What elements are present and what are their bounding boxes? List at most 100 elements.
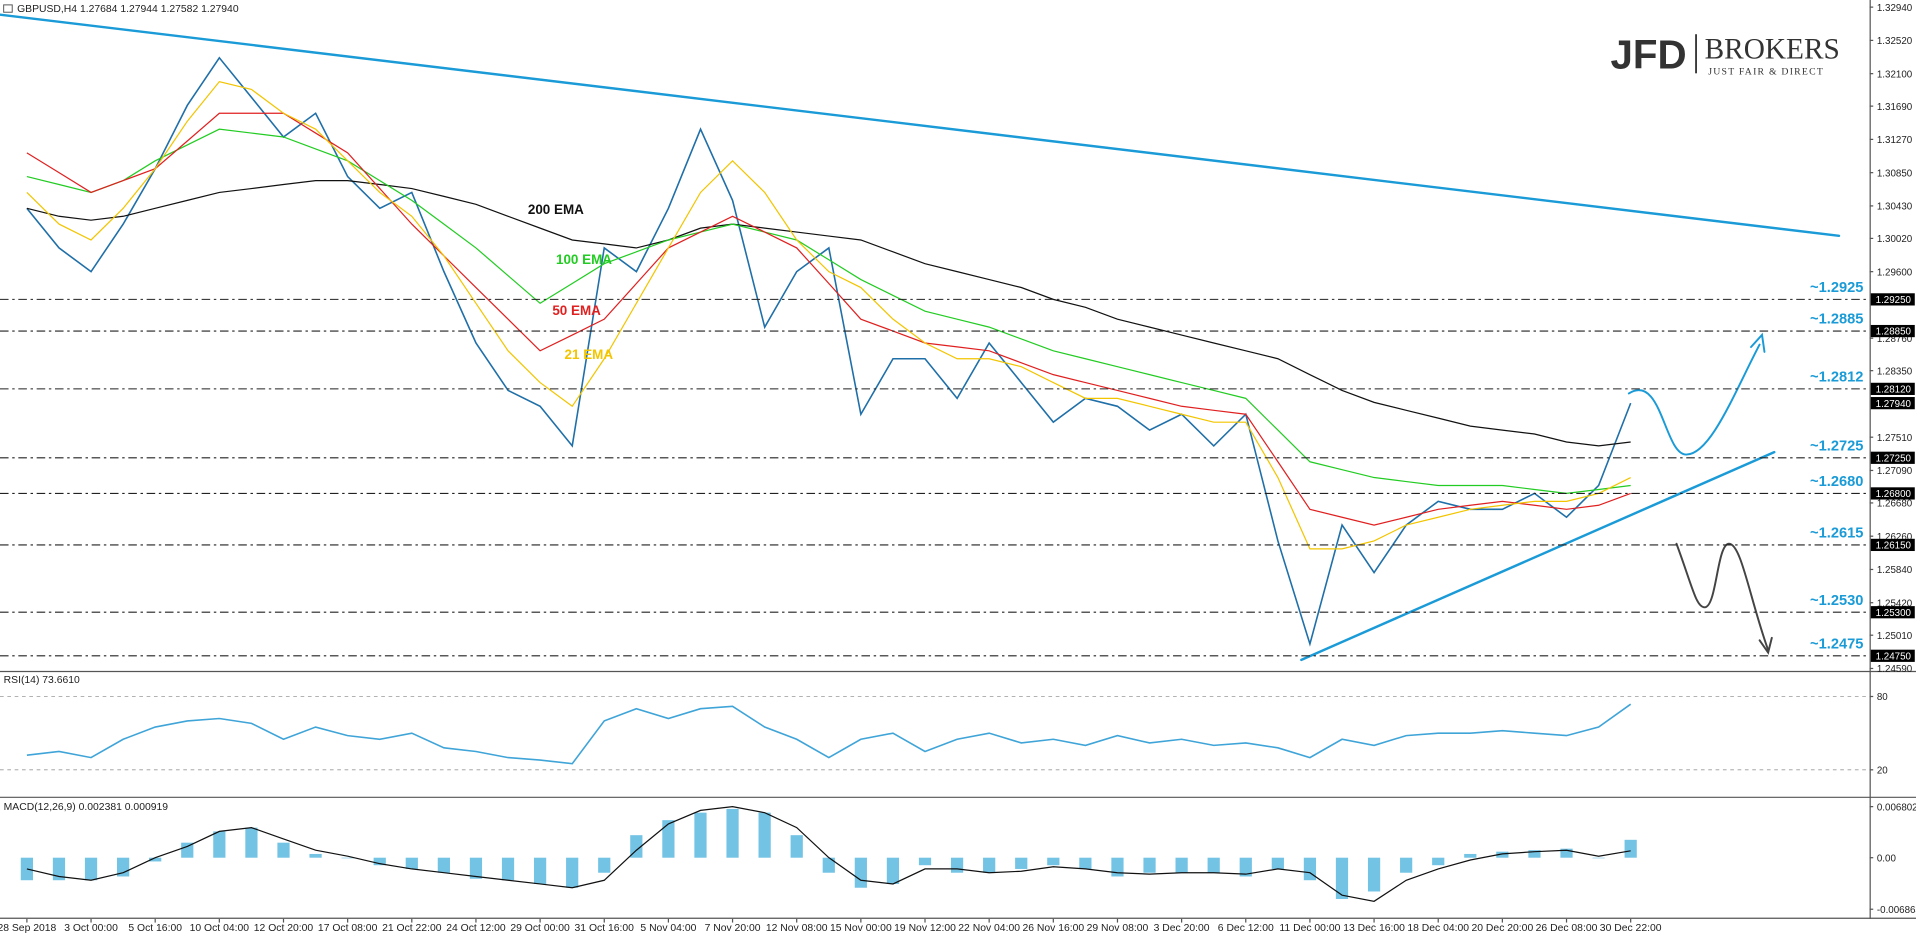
macd-bar	[501, 857, 515, 881]
macd-bar	[694, 812, 707, 858]
x-tick-label: 3 Oct 00:00	[64, 923, 118, 934]
last-price-label: 1.27940	[1876, 399, 1912, 410]
x-tick-label: 26 Nov 16:00	[1022, 923, 1084, 934]
level-axis-label: 1.26150	[1876, 541, 1912, 552]
y-tick-label: 20	[1877, 765, 1888, 776]
x-tick-label: 13 Dec 16:00	[1343, 923, 1405, 934]
x-tick-label: 7 Nov 20:00	[705, 923, 761, 934]
annotations	[0, 13, 1841, 662]
macd-bar	[213, 831, 226, 858]
macd-bar	[854, 857, 867, 888]
x-tick-label: 12 Nov 08:00	[766, 923, 828, 934]
macd-bar	[726, 808, 739, 858]
macd-bar	[1143, 857, 1156, 873]
y-tick-label: 1.32940	[1877, 3, 1913, 14]
symbol-header: GBPUSD,H4 1.27684 1.27944 1.27582 1.2794…	[17, 4, 239, 15]
macd-bar	[566, 857, 579, 888]
macd-bar	[1239, 857, 1252, 877]
level-axis-label: 1.24750	[1876, 651, 1912, 662]
y-tick-label: 1.26260	[1877, 532, 1913, 543]
x-tick-label: 15 Nov 00:00	[830, 923, 892, 934]
logo-name: BROKERS	[1705, 34, 1840, 66]
level-axis-box	[1870, 324, 1915, 338]
level-axis-box	[1870, 382, 1915, 395]
level-label: ~1.2680	[1810, 474, 1863, 490]
macd-bar	[662, 820, 675, 858]
macd-bar	[886, 857, 900, 884]
symbol-icon	[3, 4, 13, 13]
x-tick-label: 31 Oct 16:00	[575, 923, 635, 934]
x-tick-label: 6 Dec 12:00	[1218, 923, 1274, 934]
ema-line	[26, 128, 1631, 495]
x-tick-label: 5 Nov 04:00	[640, 923, 696, 934]
level-label: ~1.2475	[1810, 636, 1863, 652]
y-tick-label: 1.27090	[1877, 466, 1913, 477]
macd-bar	[469, 857, 483, 879]
x-tick-label: 5 Oct 16:00	[128, 923, 182, 934]
x-tick-label: 19 Nov 12:00	[894, 923, 956, 934]
level-axis-box	[1870, 649, 1915, 662]
level-label: ~1.2925	[1810, 280, 1863, 296]
x-tick-label: 18 Dec 04:00	[1407, 923, 1469, 934]
macd-bar	[1432, 857, 1445, 866]
y-tick-label: 1.27510	[1877, 433, 1913, 444]
x-tick-label: 3 Dec 20:00	[1154, 923, 1210, 934]
bearish-path	[1675, 542, 1770, 652]
level-axis-label: 1.28120	[1876, 385, 1912, 396]
bullish-path	[1627, 343, 1761, 456]
macd-bar	[1271, 857, 1284, 869]
macd-bar	[1335, 857, 1349, 899]
logo: JFD BROKERS JUST FAIR & DIRECT	[1611, 31, 1840, 77]
y-tick-label: 1.30850	[1877, 168, 1913, 179]
level-axis-box	[1870, 487, 1915, 500]
y-tick-label: 1.28350	[1877, 366, 1913, 377]
x-tick-label: 12 Oct 20:00	[254, 923, 314, 934]
macd-bar	[52, 857, 66, 881]
level-axis-label: 1.29250	[1876, 295, 1912, 306]
macd-bar	[758, 812, 771, 858]
level-axis-box	[1870, 538, 1915, 552]
level-axis-label: 1.25300	[1876, 608, 1912, 619]
signal-line	[26, 805, 1631, 902]
macd-bar	[790, 835, 803, 858]
x-tick-label: 21 Oct 22:00	[382, 923, 442, 934]
macd-bar	[1592, 857, 1605, 859]
macd-bar	[983, 857, 996, 873]
macd-bar	[1079, 857, 1092, 869]
y-tick-label: 1.30430	[1877, 202, 1913, 213]
level-label: ~1.2812	[1810, 370, 1863, 386]
level-axis-box	[1870, 293, 1915, 306]
rsi-header: RSI(14) 73.6610	[4, 675, 80, 686]
y-tick-label: 1.32520	[1877, 36, 1913, 47]
macd-bar	[309, 853, 322, 858]
macd-bar	[533, 857, 547, 884]
macd-bar	[1367, 857, 1381, 892]
ema-label: 200 EMA	[528, 202, 584, 217]
macd-header: MACD(12,26,9) 0.002381 0.000919	[4, 802, 169, 813]
last-price-box	[1870, 397, 1915, 410]
macd-bar	[437, 857, 450, 873]
y-tick-label: 1.25420	[1877, 598, 1913, 609]
x-tick-label: 10 Oct 04:00	[190, 923, 250, 934]
ema-line	[26, 80, 1631, 550]
macd-bar	[1207, 857, 1220, 873]
macd-bar	[822, 857, 835, 873]
x-tick-label: 29 Nov 08:00	[1087, 923, 1149, 934]
price-line	[26, 703, 1632, 765]
y-tick-label: 1.24590	[1877, 664, 1913, 675]
y-tick-label: 80	[1877, 692, 1888, 703]
x-tick-label: 26 Dec 08:00	[1536, 923, 1598, 934]
level-axis-box	[1870, 606, 1915, 619]
level-axis-label: 1.27250	[1876, 453, 1912, 464]
macd-bar	[918, 857, 932, 866]
macd-bar	[181, 842, 194, 858]
macd-bar	[1464, 853, 1477, 858]
y-tick-label: 1.26680	[1877, 499, 1913, 510]
macd-bar	[341, 857, 354, 859]
y-tick-label: 0.006802	[1877, 802, 1916, 813]
x-tick-label: 22 Nov 04:00	[958, 923, 1020, 934]
